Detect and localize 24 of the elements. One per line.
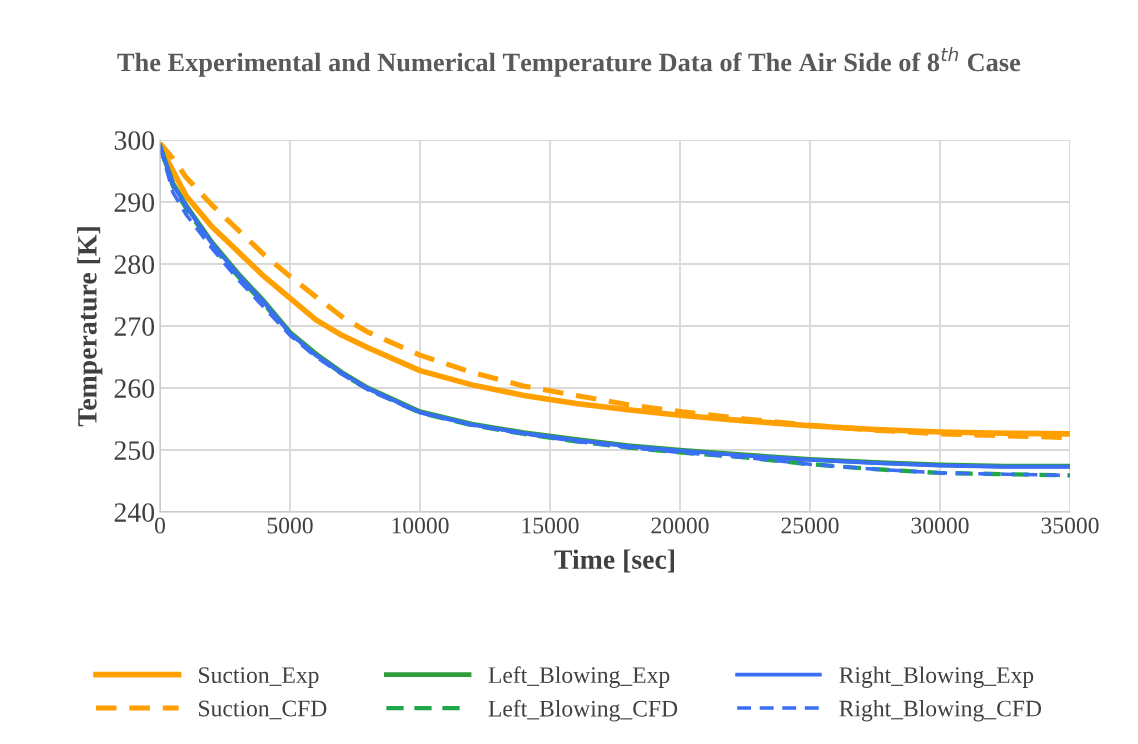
chart-title: The Experimental and Numerical Temperature Data of The Air Side of 8$^{th}$ Case (117, 46, 1021, 77)
legend-label: Suction_Exp (199, 667, 319, 688)
y-tick-label: 280 (114, 255, 155, 274)
legend-label: Left_Blowing_CFD (488, 699, 678, 722)
y-tick-label: 240 (114, 503, 155, 522)
y-tick-label: 270 (114, 317, 155, 336)
x-tick-label: 15000 (522, 517, 579, 534)
legend-label: Right_Blowing_Exp (839, 666, 1034, 688)
legend-label: Left_Blowing_Exp (488, 666, 670, 688)
x-tick-label: 0 (155, 517, 165, 534)
y-tick-label: 260 (114, 379, 155, 398)
x-tick-label: 35000 (1041, 517, 1099, 534)
x-tick-label: 5000 (267, 517, 313, 534)
y-tick-label: 290 (114, 193, 155, 212)
y-tick-label: 250 (114, 441, 155, 460)
x-tick-label: 20000 (651, 517, 709, 534)
y-axis-title: Temperature [K] (77, 227, 103, 427)
legend-label: Right_Blowing_CFD (839, 699, 1042, 722)
x-tick-label: 30000 (911, 517, 969, 534)
x-tick-label: 10000 (392, 517, 449, 534)
x-tick-label: 25000 (781, 517, 839, 534)
legend-label: Suction_CFD (199, 700, 327, 720)
y-tick-label: 300 (114, 131, 155, 150)
x-axis-title: Time [sec] (554, 549, 675, 573)
